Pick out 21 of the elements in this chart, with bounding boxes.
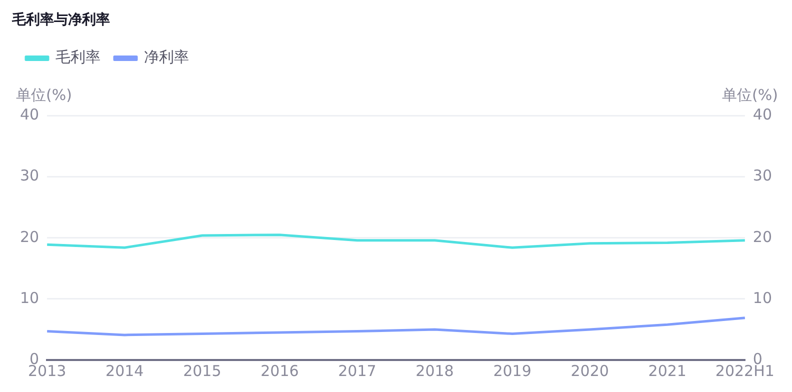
y2-tick-label: 10 [752,288,772,307]
y-axis-title: 单位(%) [16,86,72,104]
y-tick-label: 40 [20,106,40,124]
y2-tick-label: 20 [752,228,772,246]
legend-label: 净利率 [144,48,189,66]
x-tick-label: 2019 [493,362,532,380]
x-tick-label: 2015 [183,362,222,380]
y-tick-label: 30 [20,166,40,185]
x-tick-label: 2020 [570,362,609,380]
y2-tick-label: 30 [752,166,772,185]
chart-title: 毛利率与净利率 [11,11,110,28]
y2-tick-label: 40 [752,106,772,124]
y2-axis-title: 单位(%) [722,86,778,104]
x-tick-label: 2021 [648,362,686,380]
y-tick-label: 20 [20,228,40,246]
x-tick-label: 2018 [416,362,454,380]
x-tick-label: 2017 [338,362,376,380]
y-tick-label: 10 [20,288,40,307]
legend-label: 毛利率 [56,48,100,66]
x-tick-label: 2014 [106,362,144,380]
x-tick-label: 2016 [260,362,299,380]
